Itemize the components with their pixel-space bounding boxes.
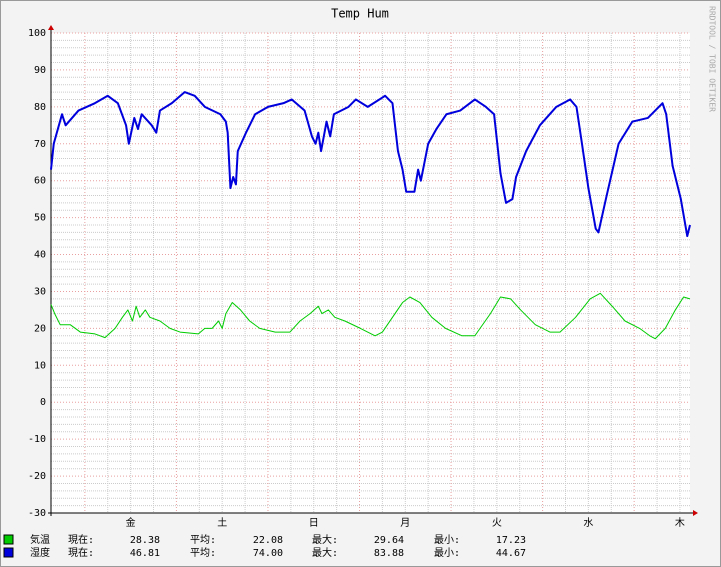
legend-stat-value: 28.38 bbox=[130, 535, 160, 546]
series-line bbox=[50, 292, 691, 340]
y-tick-label: -10 bbox=[28, 434, 46, 445]
chart-title: Temp Hum bbox=[331, 7, 389, 21]
legend-stat-label: 平均: bbox=[190, 534, 216, 546]
y-tick-label: 40 bbox=[34, 250, 46, 261]
x-tick-label: 火 bbox=[492, 517, 502, 529]
x-tick-label: 土 bbox=[217, 516, 227, 529]
legend-stat-value: 74.00 bbox=[253, 548, 283, 559]
y-tick-label: 60 bbox=[34, 176, 46, 187]
legend-swatch bbox=[3, 534, 14, 545]
y-tick-label: 10 bbox=[34, 360, 46, 371]
legend-swatch bbox=[3, 547, 14, 558]
legend-stat-value: 17.23 bbox=[496, 535, 526, 546]
legend-stat-label: 最大: bbox=[312, 546, 338, 559]
y-tick-label: -20 bbox=[28, 471, 46, 482]
x-tick-label: 木 bbox=[675, 517, 685, 529]
y-tick-label: 100 bbox=[28, 28, 46, 39]
y-tick-label: -30 bbox=[28, 508, 46, 519]
y-tick-label: 0 bbox=[40, 397, 46, 408]
legend-stat-value: 29.64 bbox=[374, 535, 404, 546]
y-tick-label: 20 bbox=[34, 323, 46, 334]
x-tick-label: 水 bbox=[583, 517, 593, 529]
series-line bbox=[50, 91, 691, 238]
legend-stat-label: 最大: bbox=[312, 533, 338, 546]
y-tick-label: 80 bbox=[34, 102, 46, 113]
legend-stat-value: 44.67 bbox=[496, 548, 526, 559]
legend-label: 気温 bbox=[30, 533, 50, 546]
axis-arrow bbox=[693, 510, 698, 516]
x-tick-label: 月 bbox=[400, 517, 410, 529]
y-tick-label: 30 bbox=[34, 286, 46, 297]
x-tick-label: 日 bbox=[309, 518, 319, 529]
axis-arrow bbox=[48, 25, 54, 30]
legend-stat-label: 最小: bbox=[434, 547, 460, 559]
watermark: RRDTOOL / TOBI OETIKER bbox=[708, 6, 717, 112]
x-tick-label: 金 bbox=[126, 516, 136, 529]
y-tick-label: 50 bbox=[34, 213, 46, 224]
y-tick-label: 70 bbox=[34, 139, 46, 150]
legend-stat-value: 46.81 bbox=[130, 548, 160, 559]
legend-stat-label: 現在: bbox=[68, 534, 94, 546]
y-tick-label: 90 bbox=[34, 65, 46, 76]
legend-stat-value: 83.88 bbox=[374, 548, 404, 559]
legend-stat-value: 22.08 bbox=[253, 535, 283, 546]
plot-area bbox=[51, 33, 690, 513]
legend-stat-label: 平均: bbox=[190, 547, 216, 559]
legend-label: 湿度 bbox=[30, 546, 50, 559]
legend-stat-label: 最小: bbox=[434, 534, 460, 546]
legend-stat-label: 現在: bbox=[68, 547, 94, 559]
